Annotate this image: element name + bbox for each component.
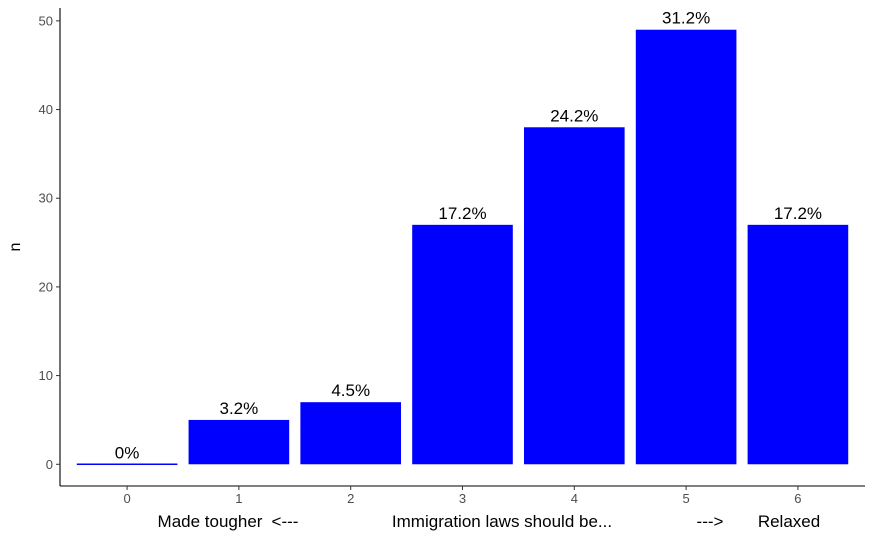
bar-data-label: 3.2% bbox=[220, 399, 259, 418]
x-tick-label: 3 bbox=[459, 491, 466, 506]
bar bbox=[747, 224, 849, 465]
x-axis: 0 1 2 3 4 5 6 bbox=[60, 485, 865, 506]
y-axis-title: n bbox=[7, 243, 24, 252]
bar-data-label: 0% bbox=[115, 443, 140, 462]
y-tick-label: 40 bbox=[39, 102, 53, 117]
x-axis-title-part: Immigration laws should be... bbox=[392, 512, 612, 531]
x-tick-label: 4 bbox=[571, 491, 578, 506]
y-tick-label: 50 bbox=[39, 13, 53, 28]
bar bbox=[300, 402, 402, 465]
x-axis-title-part: Made tougher bbox=[158, 512, 263, 531]
x-axis-title-part: ---> bbox=[697, 512, 724, 531]
bar bbox=[635, 29, 737, 465]
x-axis-title: Made tougher <--- Immigration laws should … bbox=[158, 512, 821, 531]
y-axis: 0 10 20 30 40 50 bbox=[39, 8, 61, 486]
y-tick-label: 10 bbox=[39, 368, 53, 383]
bar bbox=[412, 224, 513, 465]
y-tick-label: 20 bbox=[39, 279, 53, 294]
y-tick-label: 30 bbox=[39, 191, 53, 206]
x-tick-label: 6 bbox=[794, 491, 801, 506]
bar bbox=[523, 127, 625, 465]
bar-data-label: 24.2% bbox=[550, 106, 598, 125]
data-labels: 0% 3.2% 4.5% 17.2% 24.2% 31.2% 17.2% bbox=[115, 9, 822, 463]
y-tick-label: 0 bbox=[46, 457, 53, 472]
bar-data-label: 17.2% bbox=[774, 204, 822, 223]
x-axis-title-part: Relaxed bbox=[758, 512, 820, 531]
bar-data-label: 17.2% bbox=[438, 204, 486, 223]
x-tick-label: 5 bbox=[682, 491, 689, 506]
x-tick-label: 1 bbox=[235, 491, 242, 506]
bar bbox=[188, 419, 290, 465]
bars bbox=[76, 29, 849, 466]
bar-data-label: 4.5% bbox=[331, 381, 370, 400]
x-tick-label: 2 bbox=[347, 491, 354, 506]
x-axis-title-part: <--- bbox=[272, 512, 299, 531]
x-tick-label: 0 bbox=[123, 491, 130, 506]
bar-data-label: 31.2% bbox=[662, 9, 710, 28]
